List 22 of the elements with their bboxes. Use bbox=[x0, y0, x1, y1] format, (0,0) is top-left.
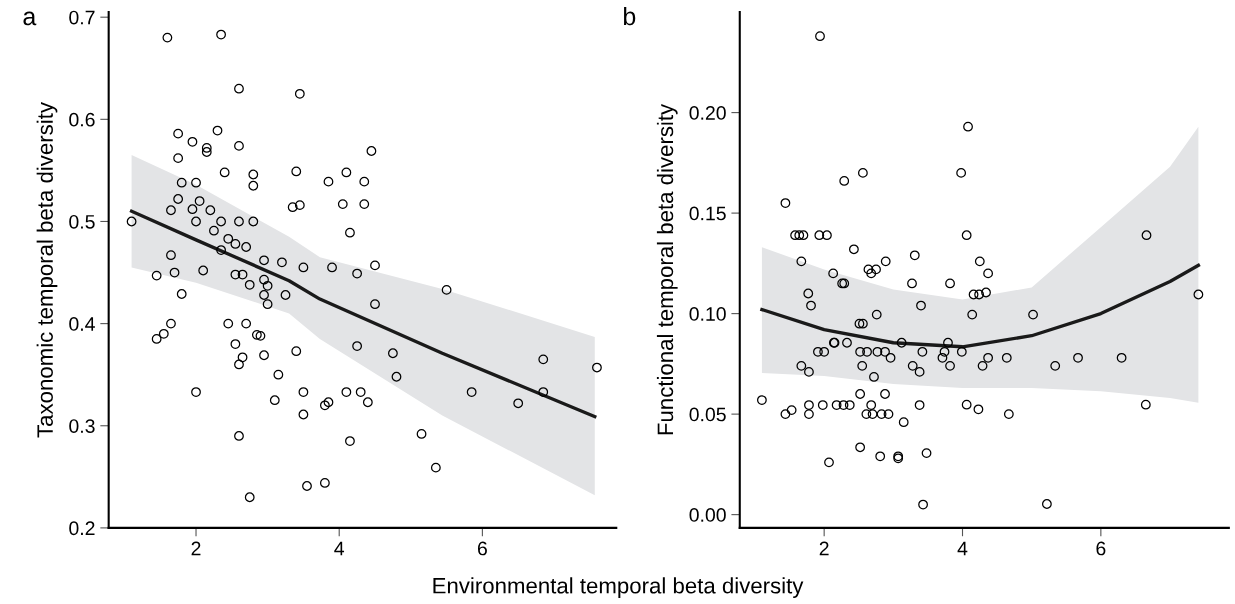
x-tick-label: 4 bbox=[334, 541, 345, 556]
y-tick-label: 0.00 bbox=[689, 508, 726, 522]
y-tick-label: 0.6 bbox=[69, 112, 95, 127]
x-axis-title: Environmental temporal beta diversity bbox=[433, 577, 804, 598]
y-tick-label: 0.15 bbox=[689, 206, 726, 221]
y-axis-title: Taxonomic temporal beta diversity bbox=[36, 102, 58, 438]
y-tick-label: 0.7 bbox=[69, 10, 95, 25]
y-tick-label: 0.4 bbox=[69, 317, 95, 331]
y-tick-label: 0.05 bbox=[689, 407, 726, 422]
x-tick-label: 2 bbox=[191, 541, 201, 556]
y-tick-label: 0.3 bbox=[69, 419, 95, 433]
x-tick-label: 6 bbox=[477, 541, 487, 556]
y-tick-label: 0.20 bbox=[689, 106, 726, 120]
y-tick-label: 0.2 bbox=[69, 521, 95, 536]
x-tick-label: 2 bbox=[819, 541, 829, 556]
x-tick-label: 4 bbox=[957, 541, 968, 556]
chart-title: a bbox=[23, 11, 37, 26]
y-tick-label: 0.10 bbox=[689, 307, 726, 321]
chart-title: b bbox=[624, 6, 636, 26]
x-tick-label: 6 bbox=[1096, 541, 1106, 556]
y-tick-label: 0.5 bbox=[69, 214, 95, 229]
y-axis-title: Functional temporal beta diversity bbox=[656, 103, 678, 435]
